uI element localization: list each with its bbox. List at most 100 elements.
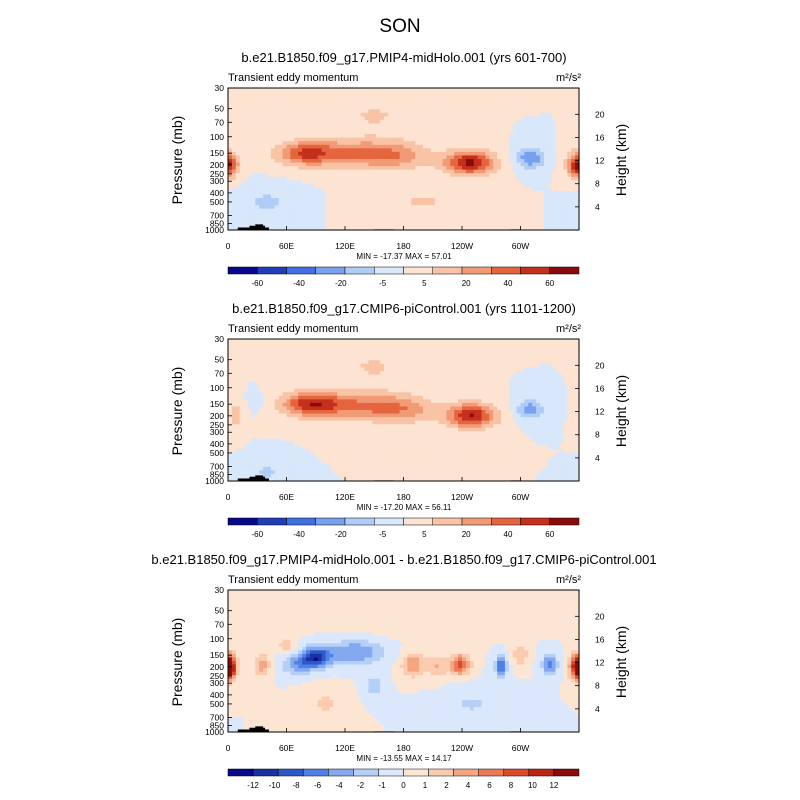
field-cell (317, 385, 323, 390)
field-cell (337, 105, 342, 110)
field-cell (376, 102, 381, 107)
field-cell (540, 119, 545, 125)
field-cell (423, 367, 428, 372)
field-cell (547, 222, 553, 228)
field-cell (298, 116, 303, 121)
field-cell (286, 205, 291, 210)
field-cell (286, 367, 291, 372)
field-cell (243, 190, 249, 196)
field-cell (559, 219, 564, 224)
field-cell (333, 360, 338, 365)
field-cell (391, 159, 397, 164)
field-cell (419, 190, 424, 196)
field-cell (298, 162, 303, 167)
field-cell (243, 222, 249, 228)
field-cell (407, 374, 412, 379)
field-cell (348, 91, 354, 96)
field-cell (391, 148, 397, 153)
field-cell (313, 190, 319, 196)
field-cell (368, 88, 373, 93)
field-cell (356, 141, 362, 146)
field-cell (563, 190, 568, 196)
field-cell (508, 127, 514, 132)
field-cell (454, 201, 459, 206)
field-cell (329, 194, 334, 199)
field-cell (559, 98, 564, 103)
field-cell (368, 180, 373, 185)
field-cell (489, 342, 494, 347)
field-cell (411, 208, 416, 213)
field-cell (419, 141, 424, 146)
field-cell (239, 137, 245, 142)
field-cell (438, 385, 444, 390)
field-cell (356, 127, 362, 132)
field-cell (263, 95, 268, 100)
field-cell (462, 127, 467, 132)
field-cell (458, 148, 463, 153)
field-cell (520, 212, 525, 217)
field-cell (376, 144, 381, 149)
field-cell (247, 353, 252, 358)
field-cell (387, 198, 393, 203)
field-cell (481, 349, 486, 354)
field-cell (333, 222, 338, 228)
field-cell (489, 180, 494, 185)
field-cell (481, 98, 486, 103)
field-cell (302, 353, 307, 358)
field-cell (352, 123, 358, 128)
field-cell (387, 162, 393, 167)
field-cell (543, 119, 549, 125)
field-cell (551, 148, 557, 153)
field-cell (286, 212, 291, 217)
field-cell (235, 374, 241, 379)
field-cell (290, 127, 295, 132)
field-cell (278, 205, 284, 210)
field-cell (384, 381, 389, 386)
field-cell (458, 144, 463, 149)
field-cell (274, 95, 280, 100)
field-cell (364, 363, 369, 368)
field-cell (489, 102, 494, 107)
field-cell (317, 155, 323, 160)
field-cell (317, 212, 323, 217)
field-cell (270, 215, 276, 220)
field-cell (532, 367, 537, 372)
field-cell (485, 215, 490, 220)
field-cell (407, 151, 412, 157)
field-cell (391, 339, 397, 344)
field-cell (387, 219, 393, 224)
field-cell (399, 159, 405, 164)
field-cell (508, 190, 514, 196)
field-cell (255, 381, 260, 386)
field-cell (391, 176, 397, 181)
field-cell (520, 95, 525, 100)
field-cell (368, 353, 373, 358)
field-cell (438, 159, 444, 164)
field-cell (337, 342, 342, 347)
field-cell (263, 127, 268, 132)
field-cell (360, 356, 366, 361)
field-cell (325, 130, 330, 135)
field-cell (411, 119, 416, 125)
field-cell (290, 105, 295, 110)
field-cell (251, 370, 256, 376)
field-cell (403, 141, 408, 146)
field-cell (559, 176, 564, 181)
field-cell (481, 381, 486, 386)
field-cell (384, 180, 389, 185)
field-cell (423, 109, 428, 114)
field-cell (462, 137, 467, 142)
field-cell (465, 215, 471, 220)
field-cell (501, 208, 506, 213)
field-cell (450, 381, 455, 386)
field-cell (403, 88, 408, 93)
field-cell (430, 109, 436, 114)
field-cell (415, 212, 420, 217)
field-cell (528, 141, 533, 146)
field-cell (368, 194, 373, 199)
field-cell (239, 116, 245, 121)
field-cell (317, 222, 323, 228)
field-cell (228, 385, 233, 390)
field-cell (247, 360, 252, 365)
field-cell (395, 367, 401, 372)
